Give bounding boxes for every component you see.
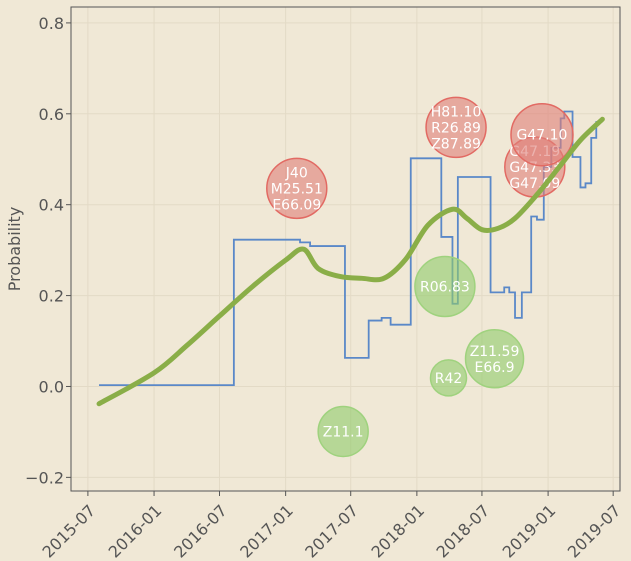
y-axis: −0.2 0.0 0.2 0.4 0.6 0.8: [25, 14, 71, 487]
y-tick-label: 0.6: [39, 105, 64, 124]
x-tick-label: 2016-01: [105, 501, 166, 561]
x-tick-label: 2018-01: [367, 501, 428, 561]
x-tick-label: 2016-07: [170, 501, 231, 561]
bubble-label: M25.51: [271, 181, 323, 197]
bubble: R06.83: [414, 255, 476, 318]
bubble-label: R06.83: [420, 279, 470, 295]
bubble: Z11.1: [317, 405, 369, 458]
x-tick-label: 2018-07: [433, 501, 494, 561]
x-tick-label: 2019-01: [499, 501, 560, 561]
y-tick-label: 0.4: [39, 196, 64, 215]
bubble-label: R26.89: [431, 120, 481, 136]
bubble-label: J40: [285, 165, 308, 181]
y-tick-label: 0.2: [39, 287, 64, 306]
x-axis: 2015-07 2016-01 2016-07 2017-01 2017-07 2018-…: [38, 491, 624, 561]
bubble-circle: [464, 329, 525, 389]
x-tick-label: 2019-07: [564, 501, 625, 561]
smooth-series: [96, 116, 605, 407]
bubble-circle: [266, 157, 328, 220]
bubble-label: H81.10: [431, 104, 482, 120]
plot-frame: [70, 6, 621, 492]
y-tick-label: 0.8: [39, 14, 64, 33]
bubble-circle: [429, 359, 468, 397]
bubble-circle: [425, 96, 487, 159]
x-tick-label: 2015-07: [38, 501, 99, 561]
bubble-label: G47.10: [517, 128, 568, 144]
bubble-label: Z11.1: [323, 424, 364, 440]
bubble-label: E66.09: [272, 197, 321, 213]
y-axis-label: Probability: [5, 207, 24, 292]
y-tick-label: −0.2: [25, 468, 64, 487]
bubble: G47.10: [510, 102, 574, 167]
bubble-label: E66.9: [475, 360, 515, 376]
x-tick-label: 2017-01: [236, 501, 297, 561]
bubble-circle: [414, 255, 476, 318]
bubble: R42: [429, 359, 468, 397]
y-tick-label: 0.0: [39, 377, 64, 396]
bubble-circle: [317, 405, 369, 458]
bubble-label: Z87.89: [431, 136, 481, 152]
smooth-line: [96, 116, 605, 407]
x-tick-label: 2017-07: [301, 501, 362, 561]
bubble-label: Z11.59: [470, 344, 520, 360]
bubble-circle: [510, 102, 574, 167]
bubble-label: R42: [435, 371, 463, 387]
bubbles: J40M25.51E66.09H81.10R26.89Z87.89G47.19G…: [266, 96, 574, 458]
